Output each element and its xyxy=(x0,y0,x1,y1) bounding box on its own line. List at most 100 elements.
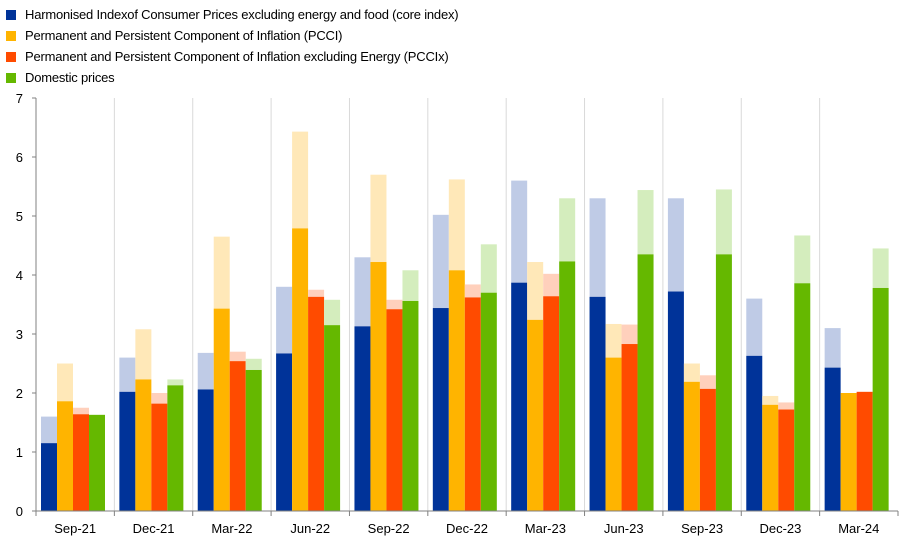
bar-range-1 xyxy=(41,416,57,444)
bar-series-1 xyxy=(197,389,214,511)
y-tick-label: 3 xyxy=(16,327,23,342)
x-tick-label: Sep-23 xyxy=(681,521,723,536)
y-tick-label: 7 xyxy=(16,91,23,106)
bar-range-1 xyxy=(746,298,763,356)
bar-series-4 xyxy=(872,287,889,511)
bar-range-1 xyxy=(667,198,684,292)
bar-series-2 xyxy=(683,381,700,511)
bar-series-1 xyxy=(511,282,528,511)
bar-range-4 xyxy=(480,244,497,293)
bar-series-4 xyxy=(715,254,732,511)
y-tick-label: 1 xyxy=(16,445,23,460)
bar-range-2 xyxy=(448,179,465,271)
bar-range-3 xyxy=(308,289,325,297)
bar-series-3 xyxy=(308,296,325,511)
bar-range-1 xyxy=(276,286,293,354)
bar-range-1 xyxy=(354,257,371,327)
bar-series-4 xyxy=(245,369,262,511)
bar-range-4 xyxy=(402,270,419,301)
bar-series-1 xyxy=(276,353,293,511)
legend-item-core-hicp: Harmonised Indexof Consumer Prices exclu… xyxy=(6,4,459,25)
bar-series-1 xyxy=(432,308,449,511)
x-tick-label: Mar-22 xyxy=(211,521,252,536)
bar-range-2 xyxy=(605,323,622,358)
legend-swatch-domestic-prices xyxy=(6,72,16,83)
bar-series-1 xyxy=(354,326,371,511)
bar-series-2 xyxy=(527,319,544,511)
bar-range-3 xyxy=(543,273,560,297)
bar-series-4 xyxy=(559,261,576,511)
bar-range-4 xyxy=(559,198,576,262)
x-tick-label: Dec-21 xyxy=(133,521,175,536)
legend-swatch-pccix xyxy=(6,51,16,62)
bar-series-3 xyxy=(699,388,716,511)
bar-series-1 xyxy=(746,355,763,511)
bar-series-2 xyxy=(213,308,230,511)
bar-range-4 xyxy=(324,299,341,326)
bar-series-2 xyxy=(292,228,309,511)
x-tick-label: Mar-24 xyxy=(838,521,879,536)
bar-series-3 xyxy=(856,391,873,511)
legend-item-pcci: Permanent and Persistent Component of In… xyxy=(6,25,458,46)
bar-range-1 xyxy=(824,328,841,368)
bar-range-4 xyxy=(872,248,889,288)
x-tick-label: Sep-22 xyxy=(368,521,410,536)
bar-series-2 xyxy=(57,401,73,511)
x-tick-label: Dec-22 xyxy=(446,521,488,536)
bar-range-3 xyxy=(151,393,168,404)
bar-series-1 xyxy=(824,367,841,511)
bar-range-2 xyxy=(683,363,700,382)
legend-label-domestic-prices: Domestic prices xyxy=(25,70,115,85)
y-tick-label: 4 xyxy=(16,268,23,283)
y-tick-label: 0 xyxy=(16,504,23,519)
bar-range-3 xyxy=(621,324,638,345)
bars-layer xyxy=(41,131,889,511)
bar-range-2 xyxy=(292,131,309,229)
x-tick-label: Jun-22 xyxy=(290,521,330,536)
bar-range-4 xyxy=(245,358,262,370)
bar-series-4 xyxy=(324,325,341,511)
bar-range-3 xyxy=(699,375,716,389)
bar-series-3 xyxy=(151,403,168,511)
bar-series-2 xyxy=(840,393,857,511)
legend-label-pccix: Permanent and Persistent Component of In… xyxy=(25,49,449,64)
bar-range-3 xyxy=(778,402,795,410)
bar-series-4 xyxy=(402,300,419,511)
bar-series-3 xyxy=(543,296,560,511)
bar-range-2 xyxy=(213,236,230,309)
y-tick-label: 6 xyxy=(16,150,23,165)
bar-range-3 xyxy=(73,407,89,415)
bar-series-3 xyxy=(621,344,638,511)
y-tick-label: 2 xyxy=(16,386,23,401)
bar-series-1 xyxy=(119,391,136,511)
legend-item-pccix: Permanent and Persistent Component of In… xyxy=(6,46,458,67)
bar-series-1 xyxy=(667,291,684,511)
bar-series-4 xyxy=(794,283,811,511)
bar-series-3 xyxy=(464,297,481,511)
x-tick-label: Sep-21 xyxy=(54,521,96,536)
bar-series-1 xyxy=(41,443,57,511)
legend-label-pcci: Permanent and Persistent Component of In… xyxy=(25,28,343,43)
y-tick-label: 5 xyxy=(16,209,23,224)
x-tick-label: Mar-23 xyxy=(525,521,566,536)
bar-series-2 xyxy=(762,404,779,511)
bar-range-3 xyxy=(464,284,481,298)
bar-range-3 xyxy=(386,299,403,310)
bar-series-2 xyxy=(605,357,622,511)
bar-range-2 xyxy=(135,329,152,380)
bar-range-4 xyxy=(167,379,184,386)
grid-layer xyxy=(113,98,821,511)
bar-series-3 xyxy=(229,361,246,511)
bar-range-1 xyxy=(511,180,528,283)
bar-series-3 xyxy=(73,414,89,511)
x-tick-label: Jun-23 xyxy=(604,521,644,536)
bar-series-2 xyxy=(135,379,152,511)
bar-range-4 xyxy=(715,189,732,255)
bar-range-1 xyxy=(432,214,449,309)
bar-series-4 xyxy=(637,254,654,511)
legend-item-domestic-prices: Domestic prices xyxy=(6,67,458,88)
bar-series-4 xyxy=(167,385,184,511)
bar-series-3 xyxy=(386,309,403,511)
legend-swatch-core-hicp xyxy=(6,9,16,20)
